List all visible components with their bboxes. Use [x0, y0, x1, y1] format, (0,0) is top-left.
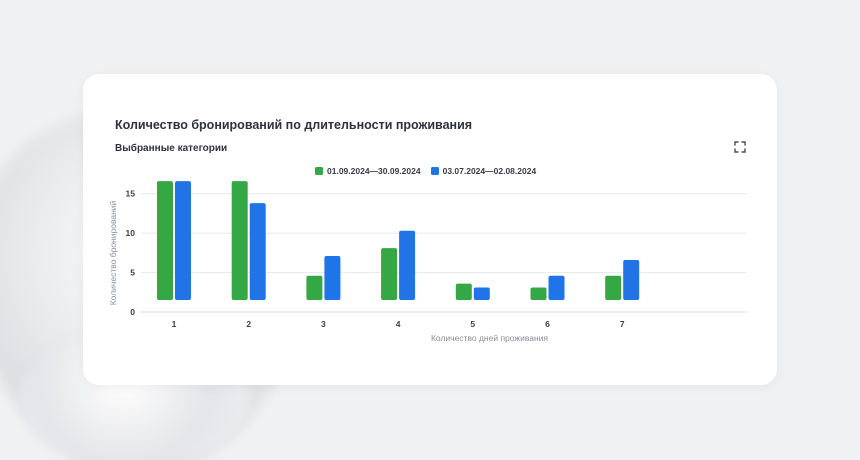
bar-series-2-cat-2[interactable] — [249, 203, 266, 300]
legend-item-series-1[interactable]: 01.09.2024—30.09.2024 — [315, 166, 421, 176]
y-tick-label: 0 — [130, 307, 135, 317]
legend-swatch-series-2 — [430, 167, 439, 175]
x-tick-label: 6 — [545, 319, 550, 329]
bar-series-2-cat-7[interactable] — [623, 259, 640, 300]
bar-series-1-cat-4[interactable] — [381, 248, 398, 300]
bar-series-1-cat-1[interactable] — [157, 181, 173, 300]
bar-series-2-cat-4[interactable] — [399, 230, 416, 300]
legend-label-series-1: 01.09.2024—30.09.2024 — [327, 166, 421, 176]
x-tick-label: 2 — [246, 319, 251, 329]
bar-series-1-cat-7[interactable] — [605, 275, 622, 300]
bar-series-1-cat-5[interactable] — [455, 283, 472, 300]
tick-layer: 0 5 10 15 1 2 3 4 5 6 7 — [126, 189, 625, 329]
x-tick-label: 1 — [172, 319, 177, 329]
y-tick-label: 5 — [130, 268, 135, 278]
bar-series-2-cat-5[interactable] — [473, 287, 490, 300]
bar-series-1-cat-3[interactable] — [306, 275, 323, 300]
legend-label-series-2: 03.07.2024—02.08.2024 — [442, 166, 537, 176]
bar-series-2-cat-1[interactable] — [175, 181, 191, 300]
chart-legend: 01.09.2024—30.09.2024 03.07.2024—02.08.2… — [315, 166, 536, 176]
legend-swatch-series-1 — [315, 167, 323, 175]
bar-series-1-cat-2[interactable] — [231, 181, 248, 300]
chart-card: Количество бронирований по длительности … — [83, 74, 777, 385]
bar-series-2-cat-6[interactable] — [548, 275, 565, 300]
x-tick-label: 7 — [620, 319, 625, 329]
chart-subtitle: Выбранные категории — [115, 143, 228, 154]
legend-item-series-2[interactable]: 03.07.2024—02.08.2024 — [430, 166, 537, 176]
y-tick-label: 10 — [126, 228, 136, 238]
x-axis-title: Количество дней проживания — [431, 333, 548, 343]
x-tick-label: 3 — [321, 319, 326, 329]
chart-title: Количество бронирований по длительности … — [115, 118, 473, 132]
bar-series-1-cat-6[interactable] — [530, 287, 547, 300]
bar-series-2-cat-3[interactable] — [324, 256, 341, 300]
chart-plot: 0 5 10 15 1 2 3 4 5 6 7 Количество дней проживания… — [108, 181, 746, 343]
bar-layer — [157, 181, 640, 300]
x-tick-label: 5 — [470, 319, 475, 329]
x-tick-label: 4 — [396, 319, 401, 329]
fullscreen-icon — [734, 141, 746, 153]
expand-button[interactable] — [733, 140, 747, 154]
y-axis-title: Количество бронирований — [108, 200, 118, 305]
y-tick-label: 15 — [126, 189, 136, 199]
